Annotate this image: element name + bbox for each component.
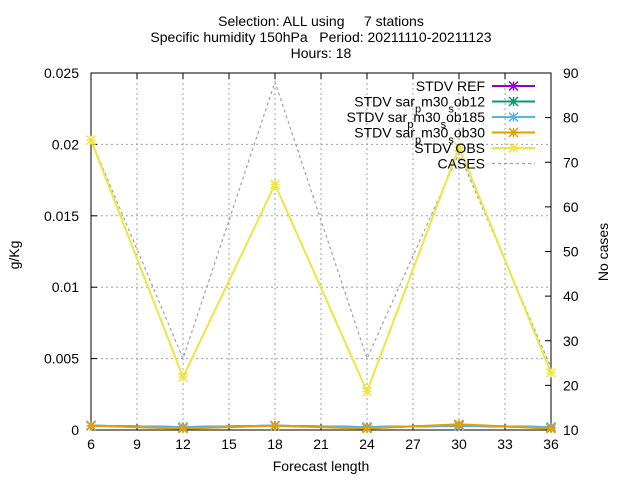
legend-marker bbox=[508, 96, 519, 107]
x-tick-label: 27 bbox=[405, 436, 421, 452]
legend-label: STDV sarpm30sob30 bbox=[354, 125, 485, 147]
legend-label: STDV sarpm30sob185 bbox=[347, 109, 486, 131]
data-point bbox=[177, 372, 189, 383]
legend-label: STDV OBS bbox=[414, 140, 485, 156]
legend-marker bbox=[508, 127, 519, 138]
x-tick-label: 12 bbox=[175, 436, 191, 452]
data-point bbox=[269, 420, 281, 431]
series bbox=[85, 80, 557, 434]
x-tick-label: 18 bbox=[267, 436, 283, 452]
y2-tick-label: 60 bbox=[563, 199, 579, 215]
series-line bbox=[90, 80, 552, 368]
series-line bbox=[90, 139, 552, 395]
y-tick-label: 0.025 bbox=[44, 65, 79, 81]
y2-axis-ticks: 10 20 30 40 50 60 70 80 90 bbox=[545, 65, 579, 438]
title-line: Specific humidity 150hPa Period: 2021111… bbox=[150, 29, 491, 45]
x-tick-label: 33 bbox=[497, 436, 513, 452]
y2-tick-label: 80 bbox=[563, 110, 579, 126]
title-line: Hours: 18 bbox=[291, 45, 352, 61]
x-tick-label: 9 bbox=[133, 436, 141, 452]
legend-label: STDV sarpm30sob12 bbox=[354, 94, 485, 116]
y2-tick-label: 30 bbox=[563, 333, 579, 349]
series-line bbox=[90, 423, 552, 430]
y2-tick-label: 90 bbox=[563, 65, 579, 81]
series-3 bbox=[85, 419, 557, 434]
data-point bbox=[545, 423, 557, 434]
x-tick-label: 21 bbox=[313, 436, 329, 452]
y-tick-label: 0.015 bbox=[44, 208, 79, 224]
chart-title: Selection: ALL using 7 stationsSpecific … bbox=[150, 13, 491, 61]
data-point bbox=[453, 142, 465, 153]
y-axis-ticks: 0 0.005 0.01 0.015 0.02 0.025 bbox=[44, 65, 97, 438]
y2-tick-label: 70 bbox=[563, 154, 579, 170]
y2-tick-label: 50 bbox=[563, 244, 579, 260]
y2-axis-label: No cases bbox=[595, 223, 611, 281]
series-5 bbox=[90, 80, 552, 368]
y-tick-label: 0.01 bbox=[52, 279, 79, 295]
legend-label: STDV REF bbox=[416, 78, 485, 94]
data-point bbox=[177, 423, 189, 434]
y-tick-label: 0.02 bbox=[52, 136, 79, 152]
data-point bbox=[85, 420, 97, 431]
x-tick-label: 30 bbox=[451, 436, 467, 452]
x-tick-label: 6 bbox=[87, 436, 95, 452]
legend-marker bbox=[508, 142, 519, 154]
x-tick-label: 15 bbox=[221, 436, 237, 452]
data-point bbox=[453, 419, 465, 430]
series-4 bbox=[85, 135, 557, 397]
legend-marker bbox=[508, 80, 519, 92]
x-tick-label: 36 bbox=[543, 436, 559, 452]
data-point bbox=[361, 386, 373, 397]
y-tick-label: 0 bbox=[71, 422, 79, 438]
data-point bbox=[545, 367, 557, 378]
x-axis-ticks: 6 9 12 15 18 21 24 27 30 33 36 bbox=[87, 73, 559, 452]
y-tick-label: 0.005 bbox=[44, 351, 79, 367]
y-axis-label: g/Kg bbox=[6, 241, 22, 270]
title-line: Selection: ALL using 7 stations bbox=[218, 13, 424, 29]
data-point bbox=[85, 135, 97, 146]
y2-tick-label: 10 bbox=[563, 422, 579, 438]
x-tick-label: 24 bbox=[359, 436, 375, 452]
x-axis-label: Forecast length bbox=[273, 458, 370, 474]
legend-label: CASES bbox=[438, 156, 485, 172]
y2-tick-label: 40 bbox=[563, 288, 579, 304]
y2-tick-label: 20 bbox=[563, 377, 579, 393]
data-point bbox=[361, 423, 373, 434]
legend-marker bbox=[508, 111, 519, 123]
data-point bbox=[269, 179, 281, 190]
